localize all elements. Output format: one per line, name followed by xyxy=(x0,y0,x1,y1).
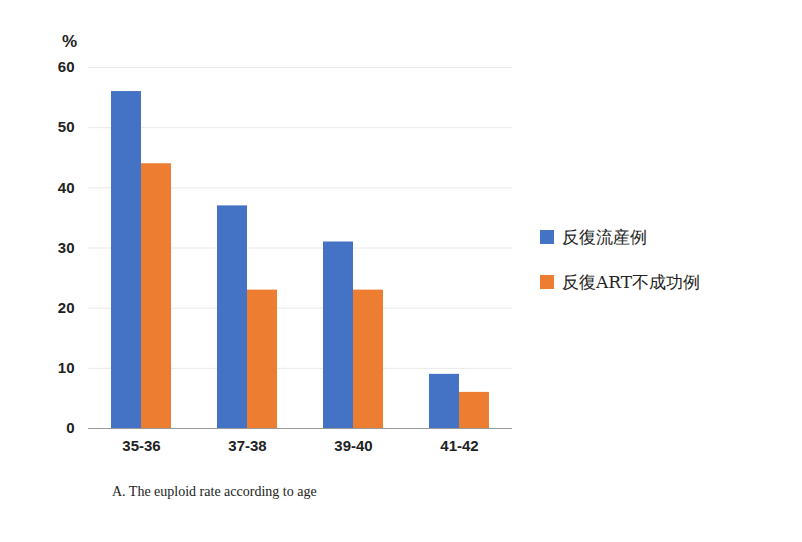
svg-text:60: 60 xyxy=(58,58,75,75)
svg-text:37-38: 37-38 xyxy=(228,437,266,454)
svg-text:50: 50 xyxy=(58,118,75,135)
svg-text:30: 30 xyxy=(58,239,75,256)
svg-text:35-36: 35-36 xyxy=(122,437,160,454)
svg-text:39-40: 39-40 xyxy=(334,437,372,454)
svg-text:10: 10 xyxy=(58,359,75,376)
html-text:反復流産例: 反復流産例 xyxy=(562,226,647,247)
html-text:反復ART不成功例: 反復ART不成功例 xyxy=(562,271,701,292)
svg-text:40: 40 xyxy=(58,179,75,196)
html-text:A. The euploid rate according: A. The euploid rate according to age xyxy=(112,484,317,499)
svg-text:41-42: 41-42 xyxy=(440,437,478,454)
svg-text:20: 20 xyxy=(58,299,75,316)
svg-text:0: 0 xyxy=(66,419,74,436)
